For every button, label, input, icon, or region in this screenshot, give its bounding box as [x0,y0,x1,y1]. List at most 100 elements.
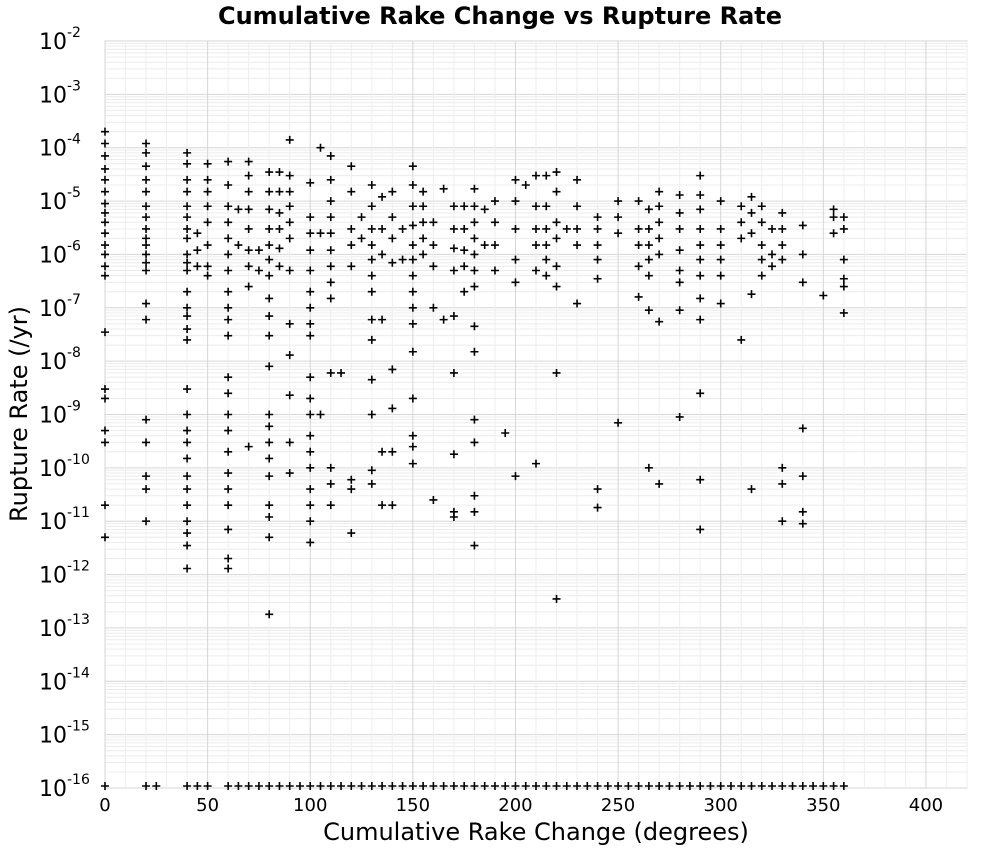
y-tick-label: 10-10 [39,452,90,482]
data-point [101,426,109,435]
data-point [511,175,520,184]
data-point [532,266,540,275]
data-point [306,394,315,403]
data-point [644,306,653,315]
data-point [716,241,725,250]
data-point [183,287,192,296]
data-point [224,331,233,340]
data-point [593,213,602,222]
data-point [778,463,787,472]
data-point [254,782,263,790]
data-point [439,315,448,324]
data-point [101,241,109,250]
data-point [306,782,315,790]
data-point [480,782,489,790]
data-point [655,218,664,227]
data-point [357,782,366,790]
data-point [408,271,417,280]
data-point [747,208,756,217]
data-point [562,782,571,790]
data-point [501,782,510,790]
data-point [285,171,294,180]
data-point [511,782,520,790]
y-tick-label: 10-14 [39,665,90,695]
data-point [367,271,376,280]
data-point [778,208,787,217]
data-point [101,438,109,447]
data-point [203,187,212,196]
chart-title: Cumulative Rake Change vs Rupture Rate [218,2,782,30]
data-point [367,782,376,790]
data-point [152,782,161,790]
data-point [747,192,756,201]
data-point [408,221,417,230]
data-point [429,218,438,227]
data-point [306,463,315,472]
data-point [429,495,438,504]
data-point [798,250,807,259]
data-point [142,258,151,267]
data-point [685,782,694,790]
data-point [306,485,315,494]
data-point [388,782,397,790]
data-point [388,187,397,196]
data-point [696,782,705,790]
data-point [101,271,109,280]
data-point [224,426,233,435]
x-tick-label: 100 [293,795,327,816]
data-point [644,463,653,472]
data-point [326,501,335,510]
y-tick-label: 10-7 [39,292,81,322]
data-point [490,266,499,275]
data-point [839,213,848,222]
data-point [142,472,151,481]
data-point [532,224,540,233]
data-point [696,525,705,534]
data-point [388,258,397,267]
x-tick-label: 300 [704,795,738,816]
data-point [326,213,335,222]
data-point [224,564,233,573]
y-tick-label: 10-8 [39,345,81,375]
data-point [265,422,274,431]
data-point [593,241,602,250]
data-point [142,250,151,259]
data-point [542,171,551,180]
data-point [470,202,479,211]
data-point [142,139,151,148]
data-point [183,303,192,312]
y-tick-label: 10-3 [39,78,81,108]
data-point [696,171,705,180]
data-point [408,782,417,790]
data-point [675,412,684,421]
data-point [839,255,848,264]
data-point [408,394,417,403]
data-point [224,410,233,419]
data-point [285,202,294,211]
data-point [183,325,192,334]
data-point [388,501,397,510]
data-point [829,229,838,238]
data-point [757,202,766,211]
data-point [306,331,315,340]
data-point [378,224,387,233]
data-point [634,292,643,301]
data-point [419,187,428,196]
data-point [285,782,294,790]
data-point [142,517,151,526]
y-tick-label: 10-2 [39,25,81,55]
data-point [696,255,705,264]
data-point [634,241,643,250]
y-axis-ticks: 10-16 10-15 10-14 10-13 10-12 10-11 10-10 10-9 1… [39,25,90,802]
data-point [295,782,304,790]
data-point [367,181,376,190]
data-point [367,410,376,419]
data-point [203,175,212,184]
data-point [316,143,325,152]
data-point [408,431,417,440]
data-point [306,213,315,222]
data-point [347,241,356,250]
data-point [614,197,623,206]
x-tick-label: 200 [498,795,532,816]
data-point [696,475,705,484]
